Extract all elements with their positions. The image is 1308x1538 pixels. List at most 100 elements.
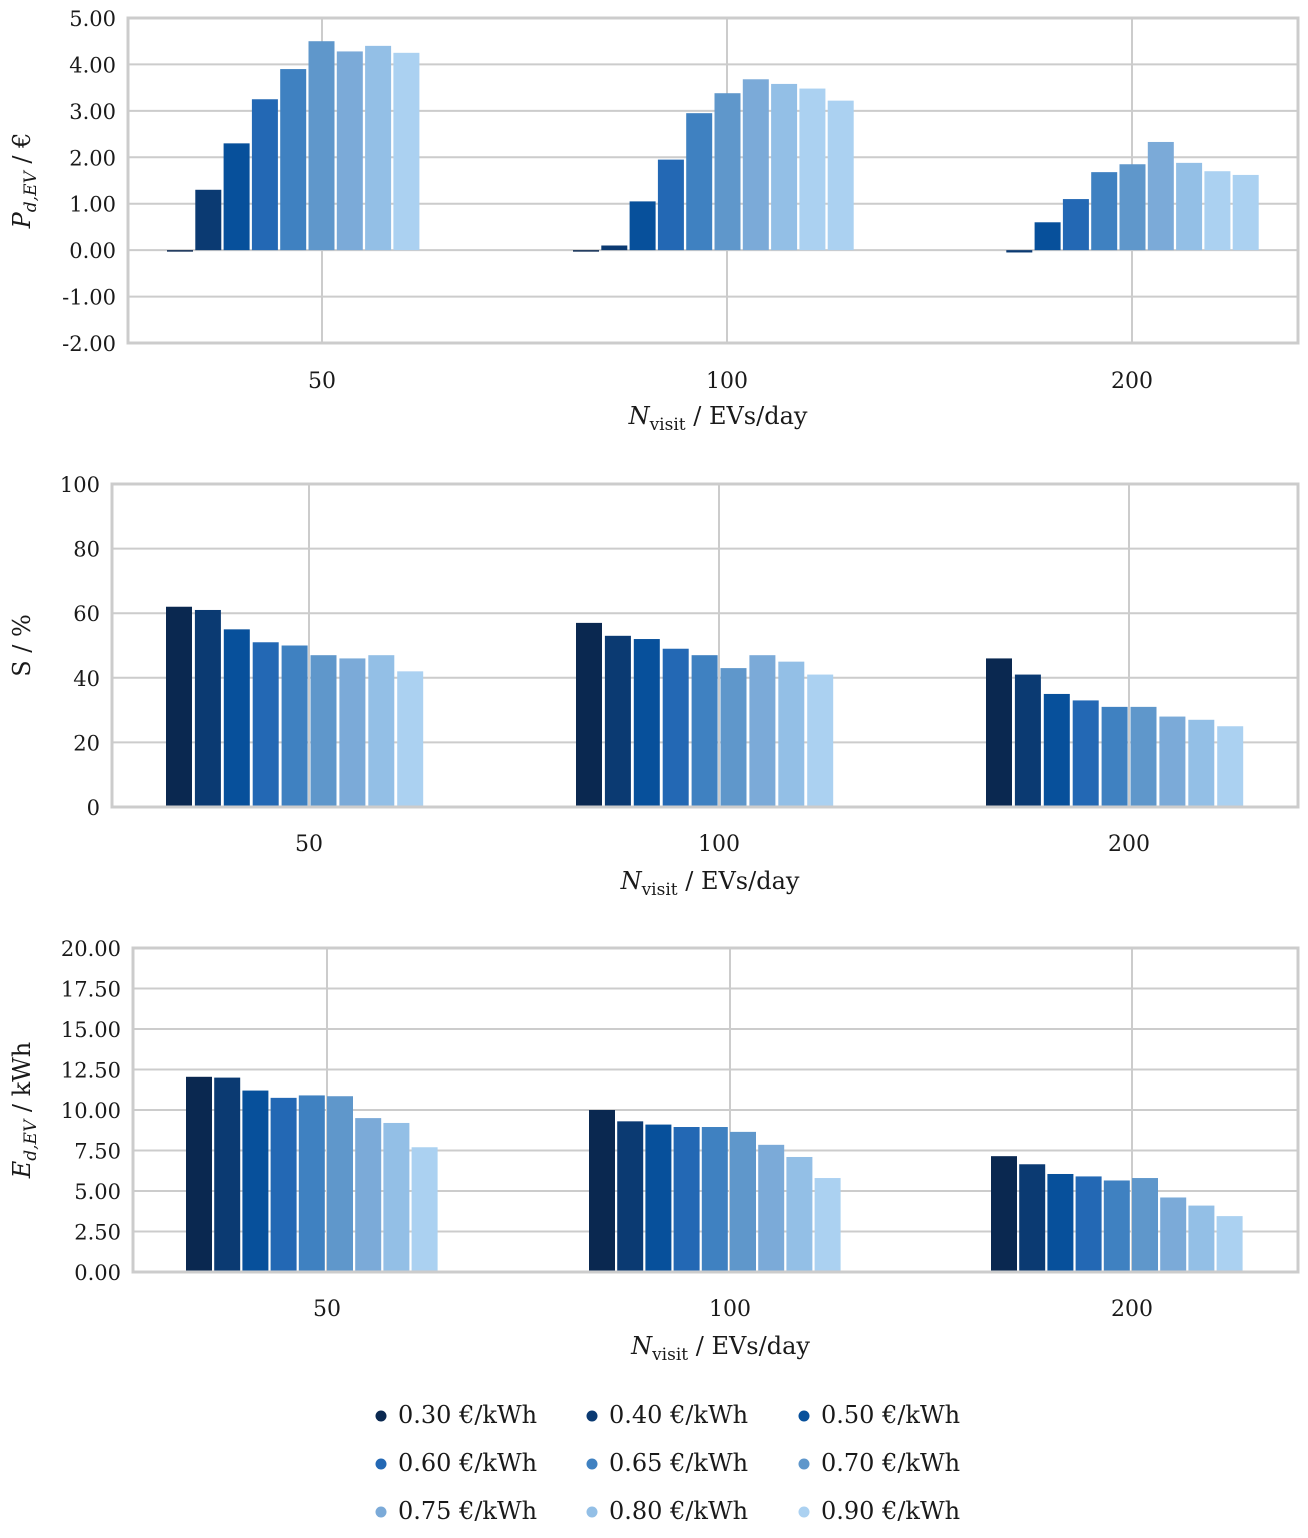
bar-1-1 (166, 606, 192, 807)
y-tick-label: 15.00 (61, 1018, 121, 1042)
bar-1-6 (308, 41, 335, 251)
legend-marker-6 (798, 1458, 810, 1470)
bar-3-6 (1132, 1178, 1158, 1272)
bar-2-7 (742, 79, 769, 251)
chart-panel-3: 0.00 2.50 5.00 7.50 10.00 12.50 15.00 17.50 20.0… (8, 937, 1300, 1365)
y-axis-title: S / % (8, 614, 36, 677)
x-axis-title-unit: / EVs/day (678, 867, 800, 895)
bar-3-7 (1160, 1197, 1187, 1272)
y-tick-label: 60 (73, 602, 100, 626)
bar-3-2 (1019, 1164, 1046, 1272)
y-axis-title-sub: d,EV (21, 170, 41, 213)
bar-1-8 (368, 655, 395, 807)
legend-marker-7 (375, 1506, 387, 1518)
bar-3-5 (1101, 706, 1128, 807)
bar-1-8 (383, 1122, 410, 1272)
y-tick-label: 80 (73, 538, 100, 562)
bar-3-8 (1188, 1205, 1215, 1272)
bar-3-9 (1217, 726, 1244, 807)
plot-frame (126, 16, 1300, 345)
y-tick-label: 5.00 (74, 1180, 121, 1204)
bar-3-7 (1147, 141, 1174, 251)
y-tick-label: 20 (73, 731, 100, 755)
bar-2-8 (778, 661, 805, 807)
y-tick-label: 3.00 (69, 100, 116, 124)
y-tick-label: 17.50 (61, 978, 121, 1002)
y-tick-label: 5.00 (69, 7, 116, 31)
x-axis-title-main: N (628, 402, 651, 430)
bar-1-4 (251, 99, 278, 251)
bar-2-8 (786, 1156, 813, 1272)
bar-3-4 (1075, 1176, 1102, 1272)
bar-2-3 (645, 1124, 672, 1272)
legend-label-8: 0.80 €/kWh (609, 1497, 748, 1525)
legend-label-4: 0.60 €/kWh (398, 1449, 537, 1477)
bar-3-9 (1216, 1216, 1243, 1272)
bar-2-6 (730, 1131, 756, 1272)
bar-3-1 (991, 1156, 1017, 1272)
bar-1-2 (214, 1077, 241, 1272)
bar-3-6 (1130, 706, 1157, 807)
bar-2-3 (633, 639, 660, 807)
y-tick-label: 0.00 (69, 239, 116, 263)
bar-3-4 (1072, 700, 1099, 807)
bar-1-2 (195, 189, 222, 251)
bar-1-9 (397, 671, 424, 807)
y-tick-label: 1.00 (69, 193, 116, 217)
bar-2-6 (720, 668, 747, 807)
bar-3-8 (1188, 719, 1215, 807)
bar-2-10 (827, 100, 854, 251)
bar-2-7 (758, 1144, 785, 1272)
bar-2-6 (714, 93, 741, 251)
bar-2-4 (662, 648, 689, 807)
y-axis-title-main: E (8, 1160, 36, 1179)
bar-1-7 (355, 1118, 382, 1272)
bar-2-5 (691, 655, 718, 807)
y-tick-label: 10.00 (61, 1099, 121, 1123)
legend: 0.30 €/kWh 0.40 €/kWh 0.50 €/kWh 0.60 €/kWh… (375, 1401, 960, 1525)
y-tick-label: 7.50 (74, 1140, 121, 1164)
y-axis-title: Pd,EV / € (8, 133, 41, 230)
chart-panel-2: 0 20 40 60 80 100 50 100 200 Nvisit / EVs/day S / … (8, 473, 1300, 900)
bar-2-1 (589, 1110, 615, 1272)
x-category-label: 50 (295, 832, 323, 857)
x-category-label: 50 (308, 369, 336, 394)
legend-marker-5 (586, 1458, 598, 1470)
bar-2-1 (573, 250, 599, 252)
bar-1-4 (270, 1097, 297, 1272)
y-tick-label: 40 (73, 667, 100, 691)
bar-1-5 (298, 1095, 325, 1272)
y-axis-title: Ed,EV / kWh (8, 1042, 41, 1180)
legend-marker-4 (375, 1458, 387, 1470)
bar-2-9 (807, 674, 834, 807)
bar-2-2 (604, 635, 631, 807)
bar-2-5 (701, 1127, 728, 1272)
bar-3-2 (1014, 674, 1041, 807)
bar-1-7 (336, 51, 363, 251)
bar-1-9 (411, 1147, 438, 1272)
bar-1-8 (365, 45, 392, 251)
bar-1-6 (310, 655, 337, 807)
legend-label-5: 0.65 €/kWh (609, 1449, 748, 1477)
bar-1-5 (280, 69, 307, 251)
bar-3-3 (1043, 693, 1070, 807)
legend-label-1: 0.30 €/kWh (398, 1401, 537, 1429)
x-axis-title-unit: / EVs/day (688, 1332, 810, 1360)
legend-marker-2 (586, 1410, 598, 1422)
y-tick-label: 100 (60, 473, 100, 497)
bar-2-2 (601, 245, 628, 251)
bar-1-5 (281, 645, 308, 807)
y-tick-label: 0 (87, 796, 100, 820)
legend-label-7: 0.75 €/kWh (398, 1497, 537, 1525)
plot-frame (131, 946, 1300, 1274)
bar-2-1 (576, 622, 602, 807)
x-axis-title-sub: visit (649, 415, 686, 435)
x-category-label: 100 (709, 1297, 751, 1322)
x-category-label: 100 (706, 369, 748, 394)
bar-3-4 (1062, 199, 1089, 251)
bar-3-8 (1176, 162, 1203, 251)
bar-2-4 (657, 159, 684, 251)
bar-2-3 (629, 201, 656, 251)
y-tick-label: 2.00 (69, 146, 116, 170)
bar-1-6 (327, 1096, 353, 1272)
